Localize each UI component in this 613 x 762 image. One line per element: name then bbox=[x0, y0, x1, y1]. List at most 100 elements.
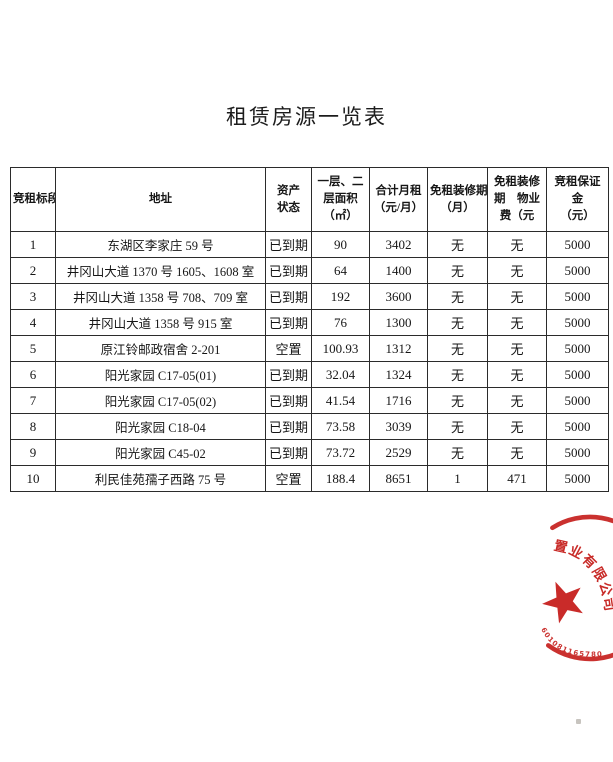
header-line: 层面积 bbox=[323, 193, 358, 206]
cell-property-fee: 471 bbox=[487, 465, 547, 492]
cell-free-period: 无 bbox=[427, 387, 488, 414]
cell-area: 32.04 bbox=[311, 361, 370, 388]
cell-deposit: 5000 bbox=[546, 309, 609, 336]
cell-monthly-rent: 1300 bbox=[369, 309, 428, 336]
cell-property-fee: 无 bbox=[487, 257, 547, 284]
cell-property-fee: 无 bbox=[487, 231, 547, 258]
header-line: 资产 bbox=[277, 184, 300, 197]
cell-deposit: 5000 bbox=[546, 335, 609, 362]
cell-monthly-rent: 1716 bbox=[369, 387, 428, 414]
table-row: 9 阳光家园 C45-02 已到期 73.72 2529 无 无 5000 bbox=[10, 439, 609, 466]
cell-address: 阳光家园 C17-05(02) bbox=[55, 387, 266, 414]
header-line: 金 bbox=[571, 193, 584, 206]
table-row: 8 阳光家园 C18-04 已到期 73.58 3039 无 无 5000 bbox=[10, 413, 609, 440]
cell-bid-section: 10 bbox=[10, 465, 56, 492]
cell-deposit: 5000 bbox=[546, 231, 609, 258]
cell-address: 原江铃邮政宿舍 2-201 bbox=[55, 335, 266, 362]
cell-monthly-rent: 3600 bbox=[369, 283, 428, 310]
page-title: 租赁房源一览表 bbox=[226, 105, 387, 129]
seal-serial-number: 601081165780 bbox=[539, 626, 603, 658]
cell-bid-section: 5 bbox=[10, 335, 56, 362]
header-property-fee: 免租装修 期 物业 费（元 bbox=[487, 167, 547, 232]
cell-free-period: 无 bbox=[427, 439, 488, 466]
cell-area: 90 bbox=[311, 231, 370, 258]
cell-asset-status: 已到期 bbox=[265, 309, 312, 336]
cell-area: 41.54 bbox=[311, 387, 370, 414]
cell-asset-status: 已到期 bbox=[265, 257, 312, 284]
header-line: （元） bbox=[560, 209, 595, 222]
cell-deposit: 5000 bbox=[546, 413, 609, 440]
cell-address: 东湖区李家庄 59 号 bbox=[55, 231, 266, 258]
cell-area: 73.58 bbox=[311, 413, 370, 440]
cell-monthly-rent: 1400 bbox=[369, 257, 428, 284]
cell-asset-status: 已到期 bbox=[265, 387, 312, 414]
cell-monthly-rent: 1312 bbox=[369, 335, 428, 362]
cell-address: 阳光家园 C17-05(01) bbox=[55, 361, 266, 388]
cell-property-fee: 无 bbox=[487, 439, 547, 466]
cell-asset-status: 已到期 bbox=[265, 283, 312, 310]
cell-deposit: 5000 bbox=[546, 283, 609, 310]
header-line: （㎡） bbox=[323, 209, 358, 222]
header-deposit: 竞租保证 金 （元） bbox=[546, 167, 609, 232]
cell-area: 73.72 bbox=[311, 439, 370, 466]
cell-area: 76 bbox=[311, 309, 370, 336]
cell-bid-section: 8 bbox=[10, 413, 56, 440]
cell-asset-status: 空置 bbox=[265, 465, 312, 492]
header-line: 合计月租 bbox=[375, 184, 422, 197]
cell-bid-section: 2 bbox=[10, 257, 56, 284]
table-row: 6 阳光家园 C17-05(01) 已到期 32.04 1324 无 无 500… bbox=[10, 361, 609, 388]
header-line: 免租装修期 bbox=[430, 184, 488, 197]
cell-asset-status: 已到期 bbox=[265, 413, 312, 440]
table-row: 2 井冈山大道 1370 号 1605、1608 室 已到期 64 1400 无… bbox=[10, 257, 609, 284]
cell-free-period: 无 bbox=[427, 309, 488, 336]
cell-bid-section: 9 bbox=[10, 439, 56, 466]
table-row: 1 东湖区李家庄 59 号 已到期 90 3402 无 无 5000 bbox=[10, 231, 609, 258]
seal-star-icon bbox=[542, 581, 583, 624]
header-monthly-rent: 合计月租 （元/月） bbox=[369, 167, 428, 232]
cell-address: 阳光家园 C45-02 bbox=[55, 439, 266, 466]
cell-monthly-rent: 1324 bbox=[369, 361, 428, 388]
cell-free-period: 无 bbox=[427, 361, 488, 388]
cell-property-fee: 无 bbox=[487, 361, 547, 388]
cell-bid-section: 1 bbox=[10, 231, 56, 258]
table-row: 10 利民佳苑孺子西路 75 号 空置 188.4 8651 1 471 500… bbox=[10, 465, 609, 492]
cell-address: 阳光家园 C18-04 bbox=[55, 413, 266, 440]
table-row: 7 阳光家园 C17-05(02) 已到期 41.54 1716 无 无 500… bbox=[10, 387, 609, 414]
header-row: 竞租标段 地址 资产 状态 一层、二 层面积 （㎡） 合计月租 （元/月） 免租… bbox=[10, 167, 609, 232]
cell-property-fee: 无 bbox=[487, 309, 547, 336]
rental-listing-table: 竞租标段 地址 资产 状态 一层、二 层面积 （㎡） 合计月租 （元/月） 免租… bbox=[10, 167, 609, 492]
cell-free-period: 无 bbox=[427, 283, 488, 310]
cell-deposit: 5000 bbox=[546, 257, 609, 284]
header-line: 竞租保证 bbox=[554, 176, 601, 189]
header-line: 一层、二 bbox=[317, 176, 364, 189]
header-line: 费（元 bbox=[499, 209, 535, 222]
cell-free-period: 无 bbox=[427, 335, 488, 362]
cell-address: 井冈山大道 1370 号 1605、1608 室 bbox=[55, 257, 266, 284]
cell-bid-section: 4 bbox=[10, 309, 56, 336]
cell-bid-section: 3 bbox=[10, 283, 56, 310]
cell-address: 利民佳苑孺子西路 75 号 bbox=[55, 465, 266, 492]
cell-area: 192 bbox=[311, 283, 370, 310]
red-company-seal-stamp: 置业有限公司 601081165780 bbox=[498, 503, 613, 688]
table-row: 3 井冈山大道 1358 号 708、709 室 已到期 192 3600 无 … bbox=[10, 283, 609, 310]
cell-area: 100.93 bbox=[311, 335, 370, 362]
header-free-period: 免租装修期 （月） bbox=[427, 167, 488, 232]
header-line: 状态 bbox=[277, 201, 300, 214]
scan-speck bbox=[576, 719, 581, 724]
cell-monthly-rent: 2529 bbox=[369, 439, 428, 466]
cell-asset-status: 已到期 bbox=[265, 231, 312, 258]
seal-ring bbox=[546, 514, 613, 662]
header-area: 一层、二 层面积 （㎡） bbox=[311, 167, 370, 232]
cell-bid-section: 7 bbox=[10, 387, 56, 414]
cell-area: 64 bbox=[311, 257, 370, 284]
cell-free-period: 无 bbox=[427, 257, 488, 284]
cell-address: 井冈山大道 1358 号 915 室 bbox=[55, 309, 266, 336]
header-asset-status: 资产 状态 bbox=[265, 167, 312, 232]
cell-bid-section: 6 bbox=[10, 361, 56, 388]
cell-property-fee: 无 bbox=[487, 283, 547, 310]
header-bid-section: 竞租标段 bbox=[10, 167, 56, 232]
cell-deposit: 5000 bbox=[546, 465, 609, 492]
header-line: （月） bbox=[440, 201, 475, 214]
header-line: （元/月） bbox=[373, 201, 424, 214]
cell-deposit: 5000 bbox=[546, 439, 609, 466]
